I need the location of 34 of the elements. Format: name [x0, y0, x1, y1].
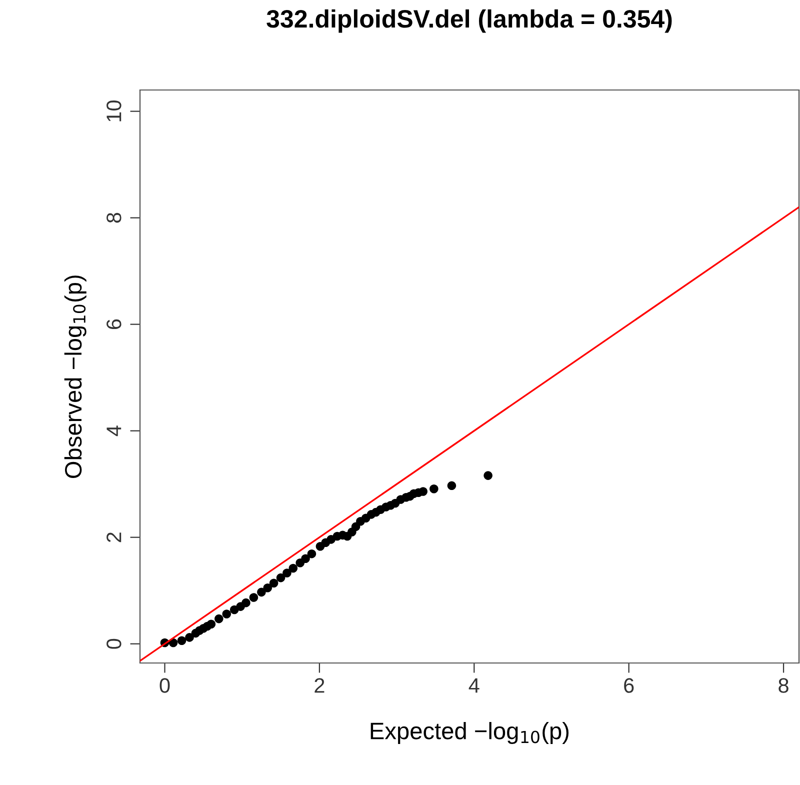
- y-tick-label: 2: [106, 532, 122, 542]
- point: [418, 487, 428, 496]
- y-tick-label: 4: [106, 426, 122, 436]
- point: [249, 593, 258, 602]
- point: [168, 638, 178, 648]
- x-tick-label: 2: [314, 678, 324, 693]
- y-tick-label: 10: [106, 100, 122, 122]
- point: [447, 481, 456, 490]
- x-tick-label: 4: [468, 678, 480, 693]
- point: [263, 584, 272, 592]
- point: [214, 614, 224, 624]
- point: [307, 549, 316, 558]
- point: [288, 564, 298, 573]
- point: [206, 620, 216, 629]
- y-tick-label: 6: [106, 319, 122, 330]
- point: [185, 633, 194, 642]
- point: [257, 588, 266, 597]
- x-tick-label: 0: [160, 678, 170, 693]
- y-tick-label: 0: [106, 638, 122, 649]
- point: [177, 636, 186, 646]
- point: [484, 471, 492, 480]
- point: [301, 554, 310, 564]
- x-tick-label: 8: [778, 678, 788, 693]
- x-tick-label: 6: [624, 678, 634, 693]
- point: [242, 598, 250, 608]
- point: [276, 573, 286, 582]
- point: [282, 568, 292, 578]
- point: [269, 578, 278, 588]
- y-axis-title: Observed −log$_{10}$(p): [64, 276, 86, 478]
- point: [222, 610, 232, 618]
- point: [430, 484, 438, 494]
- chart-title: 332.diploidSV.del (lambda = 0.354): [266, 9, 672, 33]
- y-tick-label: 8: [106, 212, 122, 223]
- x-axis-title: Expected −log$_{10}$(p): [370, 722, 569, 744]
